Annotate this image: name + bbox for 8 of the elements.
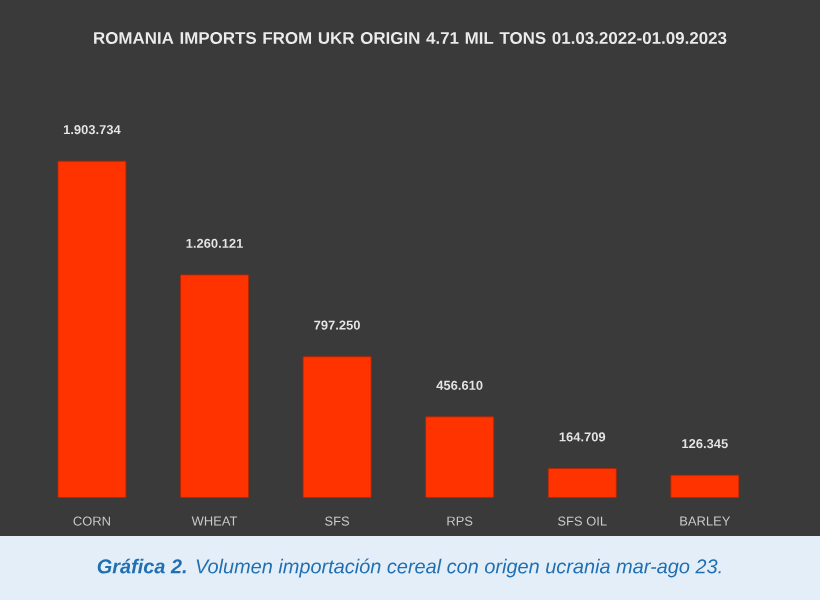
- bar: [57, 160, 127, 498]
- bar: [302, 356, 372, 498]
- bar: [180, 274, 249, 498]
- bar: [670, 474, 740, 498]
- chart-title: ROMANIA IMPORTS FROM UKR ORIGIN 4.71 MIL TONS 01.03.2022-01.09.2023: [94, 32, 727, 45]
- text: Gráfica 2. Volumen importación cereal con origen ucrania mar-ago 23.: [97, 558, 721, 578]
- bar: [547, 468, 617, 498]
- bar: [425, 416, 495, 498]
